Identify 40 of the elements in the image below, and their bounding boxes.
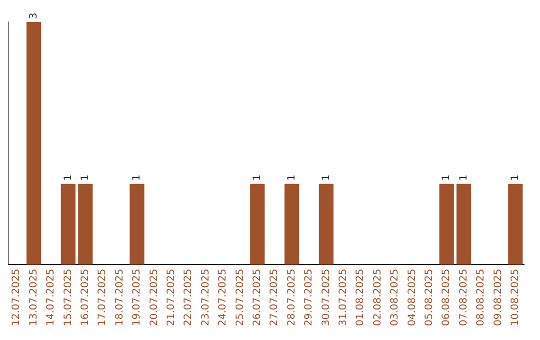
data-label: 1 [441, 174, 452, 181]
x-tick-label: 09.08.2025 [492, 268, 504, 326]
x-tick-label: 22.07.2025 [183, 268, 194, 326]
x-tick-label: 27.07.2025 [269, 268, 280, 326]
data-label: 1 [458, 174, 470, 181]
data-label: 1 [132, 174, 143, 181]
data-label: 1 [510, 174, 521, 181]
x-tick-label: 20.07.2025 [148, 268, 160, 326]
x-tick-label: 06.08.2025 [441, 268, 452, 326]
x-tick-label: 07.08.2025 [458, 268, 470, 326]
x-tick-label: 26.07.2025 [252, 268, 263, 326]
x-tick-label: 18.07.2025 [114, 268, 126, 326]
x-tick-label: 02.08.2025 [372, 268, 384, 326]
x-tick-label: 05.08.2025 [424, 268, 435, 326]
x-tick-label: 01.08.2025 [355, 268, 366, 326]
x-tick-label: 29.07.2025 [304, 268, 315, 326]
x-tick-label: 03.08.2025 [390, 268, 401, 326]
data-label: 1 [62, 174, 74, 181]
data-label: 1 [80, 174, 91, 181]
x-tick-label: 21.07.2025 [166, 268, 177, 326]
x-tick-label: 23.07.2025 [200, 268, 212, 326]
data-label: 1 [286, 174, 298, 181]
x-tick-label: 04.08.2025 [406, 268, 418, 326]
x-tick-label: 31.07.2025 [338, 268, 349, 326]
x-tick-label: 28.07.2025 [286, 268, 298, 326]
x-tick-label: 19.07.2025 [132, 268, 143, 326]
x-tick-label: 15.07.2025 [62, 268, 74, 326]
x-tick-label: 25.07.2025 [234, 268, 246, 326]
x-tick-label: 24.07.2025 [218, 268, 229, 326]
x-tick-label: 08.08.2025 [476, 268, 487, 326]
x-tick-label: 30.07.2025 [320, 268, 332, 326]
data-label: 1 [320, 174, 332, 181]
x-tick-label: 14.07.2025 [46, 268, 57, 326]
data-label: 3 [28, 12, 40, 19]
x-tick-label: 13.07.2025 [28, 268, 40, 326]
x-tick-label: 12.07.2025 [11, 268, 22, 326]
data-label: 1 [252, 174, 263, 181]
x-tick-label: 10.08.2025 [510, 268, 521, 326]
x-tick-label: 16.07.2025 [80, 268, 91, 326]
x-tick-label: 17.07.2025 [97, 268, 108, 326]
